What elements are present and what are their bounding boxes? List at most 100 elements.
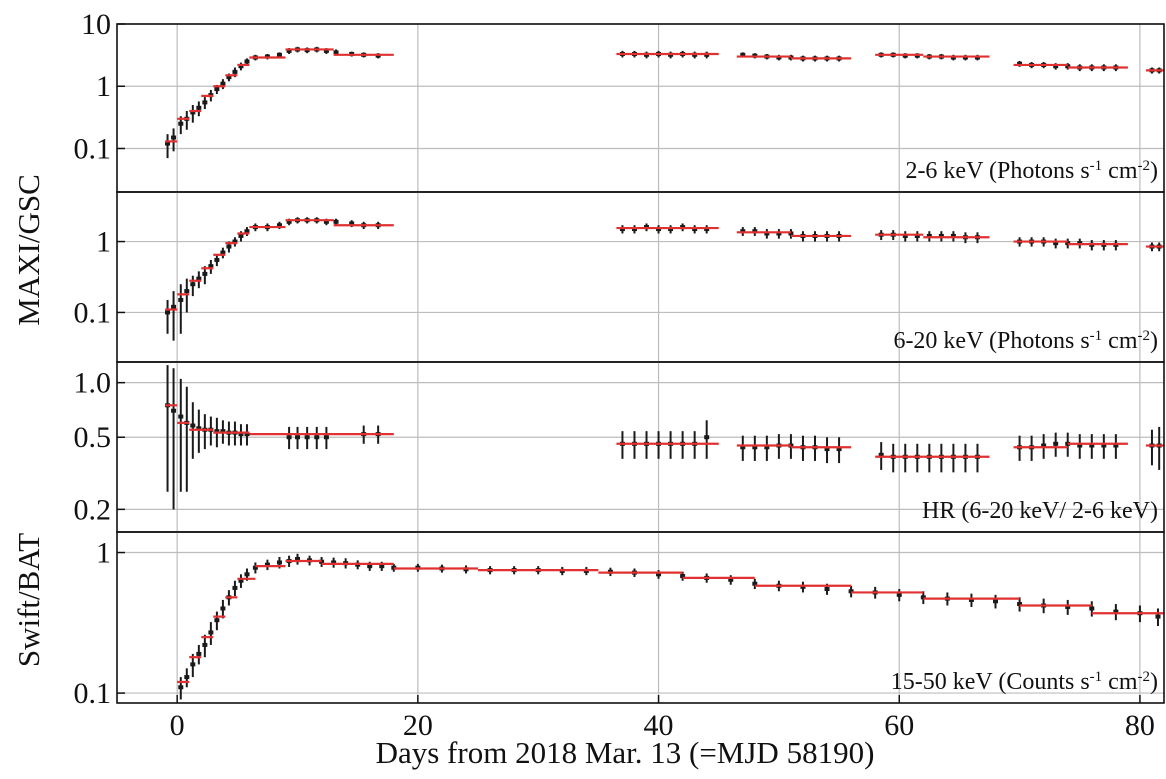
y-tick-label: 1 <box>96 226 111 259</box>
panel-bat: 0.1 1 15-50 keV (Counts s-1 cm-2) 0 20 40 60 80 <box>74 531 1165 742</box>
y-tick-label: 0.1 <box>74 296 112 329</box>
data-point <box>178 297 184 302</box>
data-point <box>220 429 226 434</box>
data-point <box>190 282 196 287</box>
data-point <box>190 110 196 115</box>
panel-gsc_6_20: 0.1 1 6-20 keV (Photons s-1 cm-2) <box>74 191 1165 363</box>
data-point <box>214 429 220 434</box>
binned-bat <box>177 559 1164 684</box>
data-point <box>752 445 758 450</box>
data-point <box>184 675 190 680</box>
data-point <box>824 447 830 452</box>
data-point <box>379 564 385 569</box>
y-tick-label: 0.2 <box>74 493 112 526</box>
instrument-labels: MAXI/GSC Swift/BAT <box>11 174 46 667</box>
data-point <box>171 408 177 413</box>
data-point <box>214 618 220 623</box>
data-point <box>238 432 244 437</box>
y-tick-label: 1 <box>96 70 111 103</box>
data-point <box>1053 241 1059 246</box>
data-point <box>333 50 339 55</box>
data-point <box>323 435 329 440</box>
data-point <box>226 244 232 249</box>
panel-label-exponent: -2 <box>1138 669 1151 685</box>
data-point <box>276 52 282 57</box>
panel-label-text: 6-20 keV (Photons s <box>893 328 1089 354</box>
y-tick-label: 0.5 <box>74 421 112 454</box>
data-point <box>323 48 329 53</box>
data-point <box>171 304 177 309</box>
data-point <box>244 59 250 64</box>
data-point <box>367 564 373 569</box>
data-point <box>333 219 339 224</box>
data-point <box>165 310 171 315</box>
data-point <box>740 52 746 57</box>
data-point <box>286 48 292 53</box>
data-point <box>323 219 329 224</box>
data-point <box>788 231 794 236</box>
instrument-label-bat: Swift/BAT <box>11 533 46 667</box>
data-point <box>349 221 355 226</box>
panel-label-text: cm <box>1102 669 1138 695</box>
data-point <box>190 662 196 667</box>
data-point <box>968 597 974 602</box>
panel-label-hr: HR (6-20 keV/ 2-6 keV) <box>922 498 1158 524</box>
data-point <box>1155 614 1161 619</box>
panel-label-gsc_2_6: 2-6 keV (Photons s-1 cm-2) <box>905 158 1158 184</box>
data-point <box>208 630 214 635</box>
data-point <box>295 556 301 561</box>
data-points-gsc_2_6 <box>165 46 1162 159</box>
data-point <box>993 599 999 604</box>
data-point <box>202 271 208 276</box>
data-point <box>752 581 758 586</box>
data-point <box>286 435 292 440</box>
instrument-label-gsc: MAXI/GSC <box>11 174 46 326</box>
data-point <box>196 651 202 656</box>
panel-label-exponent: -1 <box>1090 328 1103 344</box>
data-point <box>848 589 854 594</box>
data-point <box>165 141 171 146</box>
data-point <box>184 289 190 294</box>
data-point <box>950 233 956 238</box>
data-point <box>196 426 202 431</box>
data-point <box>208 264 214 269</box>
panel-label-text: ) <box>1150 328 1158 354</box>
data-point <box>276 223 282 228</box>
data-point <box>276 560 282 565</box>
panel-label-exponent: -1 <box>1090 158 1103 174</box>
data-point <box>914 233 920 238</box>
y-tick-label: 0.1 <box>74 677 112 710</box>
panel-frame-bat <box>116 531 1165 704</box>
data-point <box>1065 64 1071 69</box>
data-point <box>926 233 932 238</box>
data-point <box>1065 604 1071 609</box>
data-point <box>214 87 220 92</box>
data-point <box>331 560 337 565</box>
data-point <box>220 606 226 611</box>
y-tick-label: 1.0 <box>74 367 112 400</box>
data-point <box>314 435 320 440</box>
data-point <box>836 447 842 452</box>
data-point <box>244 572 250 577</box>
data-point <box>878 452 884 457</box>
data-point <box>178 414 184 419</box>
data-point <box>1053 441 1059 446</box>
x-axis-label: Days from 2018 Mar. 13 (=MJD 58190) <box>376 735 875 770</box>
data-point <box>1041 443 1047 448</box>
data-point <box>286 219 292 224</box>
data-point <box>824 587 830 592</box>
data-point <box>1113 443 1119 448</box>
data-point <box>196 105 202 110</box>
data-point <box>190 423 196 428</box>
data-point <box>232 239 238 244</box>
data-points-gsc_6_20 <box>165 217 1162 341</box>
data-point <box>902 233 908 238</box>
panel-label-text: ) <box>1150 669 1158 695</box>
data-point <box>202 642 208 647</box>
data-point <box>220 250 226 255</box>
binned-gsc_2_6 <box>165 48 1164 143</box>
data-point <box>238 233 244 238</box>
data-point <box>1053 64 1059 69</box>
data-point <box>252 565 258 570</box>
